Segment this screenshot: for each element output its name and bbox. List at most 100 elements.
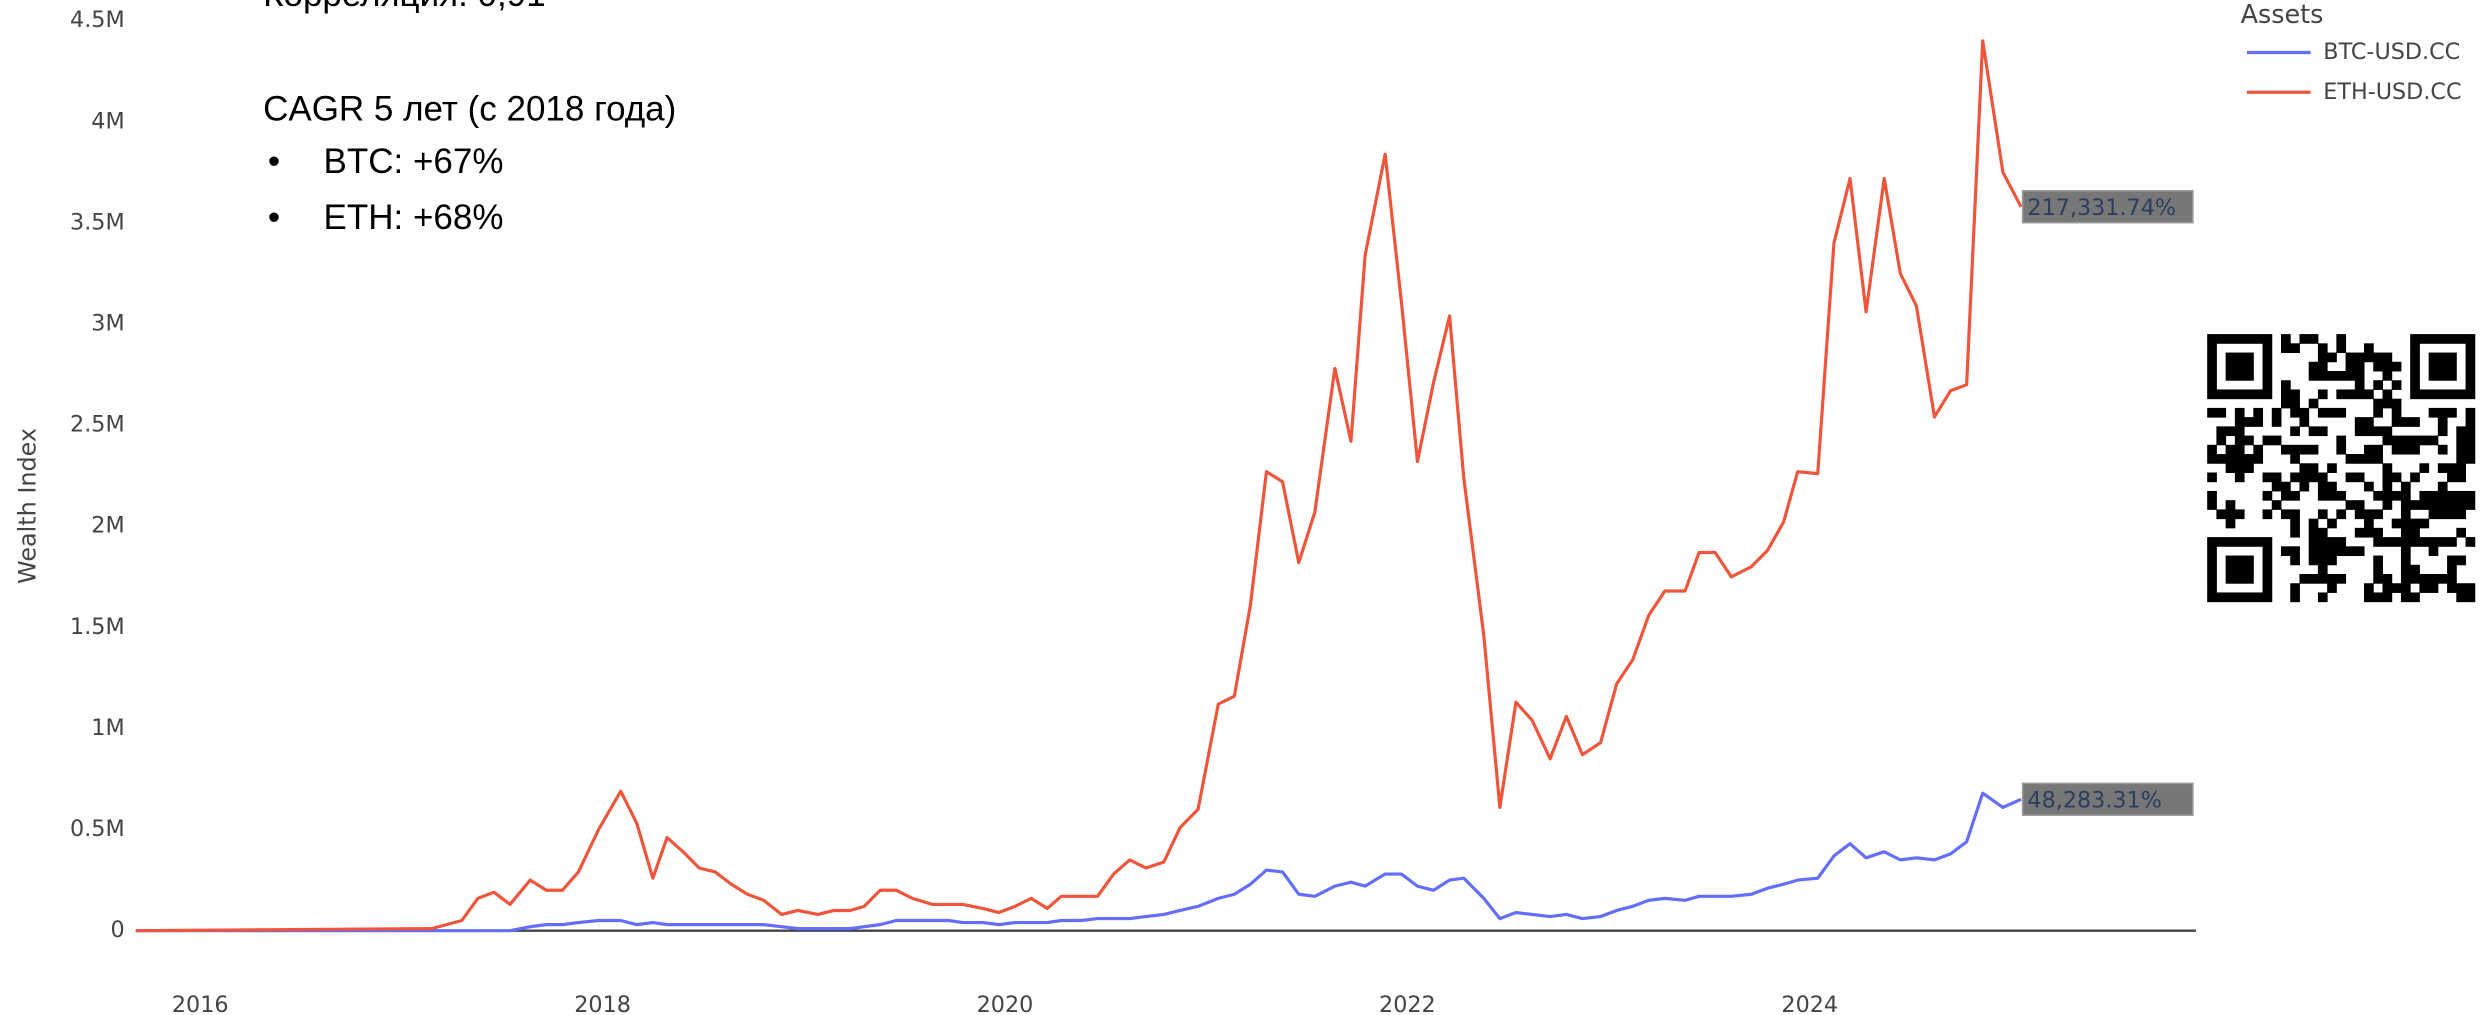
qr-module	[2456, 389, 2467, 400]
qr-module	[2447, 371, 2457, 381]
qr-module	[2419, 518, 2430, 529]
qr-module	[2317, 546, 2328, 557]
qr-module	[2465, 407, 2476, 418]
qr-module	[2447, 564, 2457, 575]
qr-module	[2410, 527, 2420, 538]
qr-module	[2234, 426, 2245, 437]
qr-module	[2345, 500, 2356, 510]
qr-module	[2345, 546, 2356, 557]
qr-module	[2364, 426, 2374, 437]
qr-module	[2299, 334, 2310, 344]
qr-module	[2465, 592, 2476, 603]
qr-module	[2456, 426, 2467, 437]
qr-module	[2244, 361, 2254, 372]
qr-module	[2216, 592, 2227, 603]
qr-module	[2456, 435, 2467, 446]
qr-module	[2271, 417, 2282, 427]
qr-module	[2317, 472, 2328, 483]
qr-module	[2317, 407, 2328, 418]
qr-module	[2234, 444, 2245, 455]
qr-module	[2437, 407, 2448, 418]
qr-module	[2207, 380, 2217, 390]
qr-module	[2465, 454, 2476, 464]
qr-module	[2437, 490, 2448, 501]
qr-module	[2308, 518, 2319, 529]
qr-module	[2290, 472, 2300, 483]
qr-module	[2364, 343, 2374, 354]
qr-module	[2364, 518, 2374, 529]
qr-module	[2262, 343, 2273, 354]
qr-module	[2308, 334, 2319, 344]
qr-module	[2428, 361, 2439, 372]
qr-module	[2327, 463, 2337, 473]
qr-module	[2391, 537, 2402, 547]
qr-module	[2290, 583, 2300, 593]
qr-module	[2447, 389, 2457, 400]
qr-module	[2465, 334, 2476, 344]
y-tick-label: 1.5M	[70, 614, 125, 640]
qr-module	[2437, 352, 2448, 363]
qr-module	[2400, 564, 2411, 575]
qr-module	[2391, 583, 2402, 593]
qr-module	[2373, 352, 2383, 363]
qr-module	[2354, 509, 2365, 520]
qr-module	[2225, 352, 2236, 363]
qr-module	[2373, 361, 2383, 372]
qr-module	[2364, 527, 2374, 538]
qr-module	[2428, 371, 2439, 381]
qr-module	[2234, 537, 2245, 547]
qr-module	[2373, 555, 2383, 566]
end-label-box	[2021, 782, 2194, 816]
qr-module	[2244, 537, 2254, 547]
series-line	[135, 791, 2022, 933]
qr-module	[2225, 426, 2236, 437]
qr-module	[2317, 574, 2328, 584]
qr-module	[2308, 444, 2319, 455]
qr-module	[2262, 472, 2273, 483]
qr-module	[2428, 509, 2439, 520]
qr-module	[2299, 574, 2310, 584]
y-tick-label: 3M	[91, 311, 124, 337]
qr-module	[2465, 537, 2476, 547]
qr-module	[2410, 518, 2420, 529]
qr-module	[2456, 500, 2467, 510]
annotation: BTC: +67%	[324, 142, 504, 181]
qr-module	[2216, 435, 2227, 446]
qr-module	[2290, 546, 2300, 557]
qr-module	[2225, 389, 2236, 400]
qr-module	[2308, 472, 2319, 483]
qr-module	[2437, 444, 2448, 455]
qr-module	[2364, 352, 2374, 363]
qr-module	[2244, 417, 2254, 427]
qr-module	[2225, 564, 2236, 575]
qr-module	[2465, 417, 2476, 427]
qr-module	[2382, 361, 2393, 372]
qr-module	[2382, 537, 2393, 547]
bullet: •	[268, 142, 280, 181]
qr-module	[2253, 454, 2264, 464]
qr-module	[2456, 592, 2467, 603]
qr-module	[2465, 435, 2476, 446]
qr-module	[2410, 574, 2420, 584]
qr-module	[2281, 481, 2291, 492]
qr-module	[2382, 472, 2393, 483]
qr-module	[2234, 389, 2245, 400]
x-tick-label: 2018	[574, 992, 631, 1015]
qr-module	[2262, 435, 2273, 446]
qr-module	[2437, 574, 2448, 584]
qr-module	[2216, 407, 2227, 418]
qr-module	[2373, 407, 2383, 418]
qr-module	[2281, 380, 2291, 390]
qr-module	[2419, 389, 2430, 400]
y-tick-label: 1M	[91, 715, 124, 741]
x-tick-label: 2020	[977, 992, 1034, 1015]
qr-module	[2281, 509, 2291, 520]
qr-module	[2299, 463, 2310, 473]
qr-module	[2345, 352, 2356, 363]
qr-module	[2281, 343, 2291, 354]
qr-module	[2308, 398, 2319, 409]
qr-module	[2262, 334, 2273, 344]
qr-module	[2262, 537, 2273, 547]
qr-module	[2437, 426, 2448, 437]
qr-module	[2373, 398, 2383, 409]
